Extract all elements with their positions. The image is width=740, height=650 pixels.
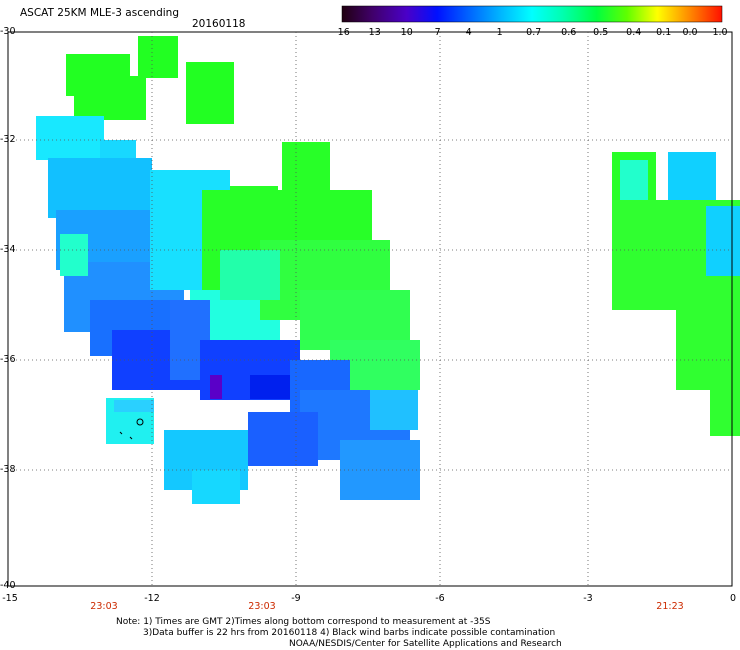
colorbar-label-6: -0.7 — [522, 27, 542, 38]
colorbar-label-0: -16 — [334, 27, 350, 38]
lon-label-6: -6 — [435, 593, 445, 604]
lon-label-12: -12 — [144, 593, 160, 604]
colorbar-label-11: 0.0 — [682, 27, 698, 38]
lat-label-38: -38 — [0, 464, 16, 475]
colorbar-label-8: -0.5 — [589, 27, 609, 38]
colorbar — [341, 5, 723, 23]
product-title: ASCAT 25KM MLE-3 ascending — [20, 7, 179, 19]
footer-note-2: 3)Data buffer is 22 hrs from 20160118 4)… — [143, 628, 556, 638]
footer-note-1: Note: 1) Times are GMT 2)Times along bot… — [116, 617, 491, 627]
lat-label-32: -32 — [0, 134, 16, 145]
colorbar-label-7: -0.6 — [557, 27, 577, 38]
lat-label-36: -36 — [0, 354, 16, 365]
lon-label-3: -3 — [583, 593, 593, 604]
lat-label-30: -30 — [0, 26, 16, 37]
lon-label-0: 0 — [729, 593, 737, 604]
colorbar-label-4: -4 — [462, 27, 472, 38]
map-frame — [7, 31, 733, 587]
lat-lon-grid — [8, 32, 732, 586]
colorbar-label-12: 1.0 — [712, 27, 728, 38]
wind-barb-marks — [119, 418, 144, 440]
colorbar-label-5: -1 — [493, 27, 503, 38]
colorbar-label-10: -0.1 — [652, 27, 672, 38]
time-label-2: 23:03 — [248, 601, 276, 612]
footer-note-3: NOAA/NESDIS/Center for Satellite Applica… — [289, 639, 562, 649]
colorbar-label-1: -13 — [365, 27, 381, 38]
lat-label-40: -40 — [0, 580, 16, 591]
colorbar-label-3: -7 — [431, 27, 441, 38]
lon-label-15: -15 — [2, 593, 18, 604]
colorbar-label-2: -10 — [397, 27, 413, 38]
colorbar-label-9: -0.4 — [622, 27, 642, 38]
time-label-3: 21:23 — [656, 601, 684, 612]
lat-label-34: -34 — [0, 244, 16, 255]
lon-label-9: -9 — [291, 593, 301, 604]
data-field — [36, 36, 740, 504]
time-label-1: 23:03 — [90, 601, 118, 612]
product-date: 20160118 — [192, 18, 246, 30]
